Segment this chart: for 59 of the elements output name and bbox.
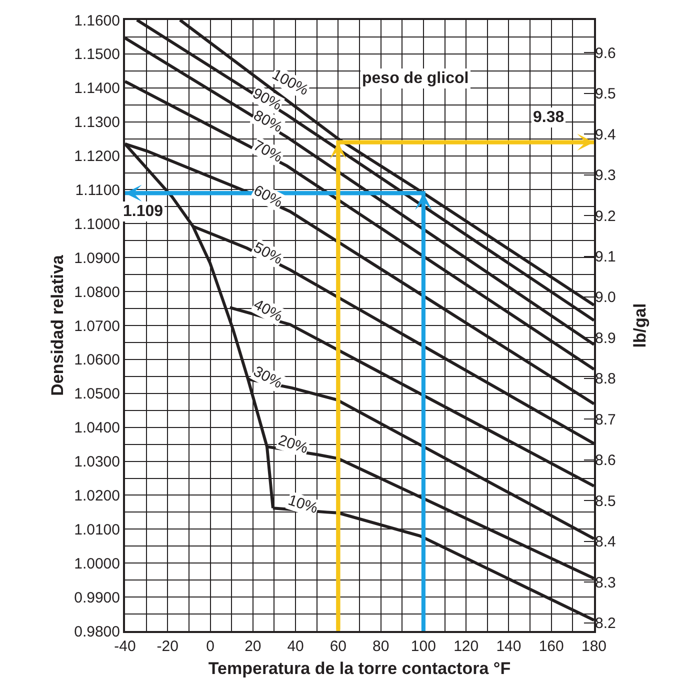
- x-tick-label: 160: [538, 638, 564, 655]
- y-tick-label: 1.1300: [74, 114, 120, 132]
- y-tick-label: 1.1100: [75, 182, 120, 199]
- y2-tick-label: 9.0: [595, 289, 616, 306]
- annotation: 40%: [250, 296, 286, 326]
- y-tick-label: 1.0300: [74, 454, 120, 471]
- y-tick-label: 1.0900: [74, 250, 120, 267]
- y2-tick-label: 9.4: [595, 126, 616, 144]
- y2-tick-label: 8.2: [595, 615, 616, 632]
- x-tick-label: 20: [244, 638, 262, 655]
- x-tick-label: 40: [287, 638, 304, 655]
- y2-tick-label: 8.5: [595, 492, 616, 510]
- y-tick-label: 1.0400: [74, 420, 120, 437]
- y-tick-label: 1.0600: [74, 352, 120, 369]
- x-tick-label: 80: [372, 638, 390, 655]
- y-tick-label: 1.1600: [74, 12, 120, 30]
- y-tick-label: 1.1400: [74, 80, 120, 98]
- annotation: 9.38: [533, 109, 564, 126]
- annotation: peso de glicol: [362, 70, 469, 87]
- y2-tick-label: 9.2: [595, 208, 616, 225]
- x-tick-label: 60: [330, 638, 347, 655]
- y-tick-label: 1.0000: [74, 555, 120, 572]
- y2-tick-label: 8.7: [595, 411, 616, 428]
- y-tick-label: 1.0700: [74, 318, 120, 335]
- y2-tick-label: 8.8: [595, 370, 616, 388]
- annotation: 50%: [250, 239, 286, 268]
- annotation: 10%: [286, 492, 320, 518]
- y2-tick-label: 8.9: [595, 330, 616, 347]
- x-axis-title: Temperatura de la torre contactora °F: [208, 658, 511, 678]
- y-tick-label: 1.0200: [74, 487, 120, 504]
- y-tick-label: 1.0800: [74, 284, 120, 301]
- x-tick-label: 140: [496, 638, 522, 655]
- x-tick-label: 100: [410, 638, 436, 655]
- x-tick-label: -40: [114, 638, 136, 655]
- annotation: 30%: [250, 362, 286, 392]
- y2-tick-label: 9.6: [595, 44, 616, 62]
- y-tick-label: 0.9800: [74, 623, 120, 640]
- y-tick-label: 1.1200: [74, 148, 120, 166]
- y2-tick-label: 8.6: [595, 452, 616, 470]
- y-axis-title: Densidad relativa: [48, 254, 68, 396]
- annotation: 70%: [250, 136, 286, 166]
- annotation: 1.109: [123, 203, 164, 220]
- y-tick-label: 1.1000: [74, 216, 120, 233]
- y2-tick-label: 8.3: [595, 574, 616, 592]
- y-tick-label: 1.1500: [74, 46, 120, 64]
- y2-tick-label: 9.5: [595, 86, 616, 103]
- y-tick-label: 0.9900: [74, 589, 120, 606]
- y-tick-label: 1.0500: [74, 386, 120, 403]
- y2-tick-label: 9.1: [595, 248, 616, 266]
- y-tick-label: 1.0100: [74, 521, 120, 538]
- y2-tick-label: 9.3: [595, 167, 616, 184]
- y2-axis-title: lb/gal: [630, 303, 650, 348]
- y2-tick-label: 8.4: [595, 534, 616, 551]
- x-tick-label: -20: [156, 638, 178, 655]
- annotation: 20%: [276, 432, 310, 458]
- annotation: 60%: [250, 182, 286, 212]
- x-tick-label: 180: [581, 638, 607, 655]
- x-tick-label: 0: [206, 638, 214, 655]
- x-tick-label: 120: [454, 638, 479, 655]
